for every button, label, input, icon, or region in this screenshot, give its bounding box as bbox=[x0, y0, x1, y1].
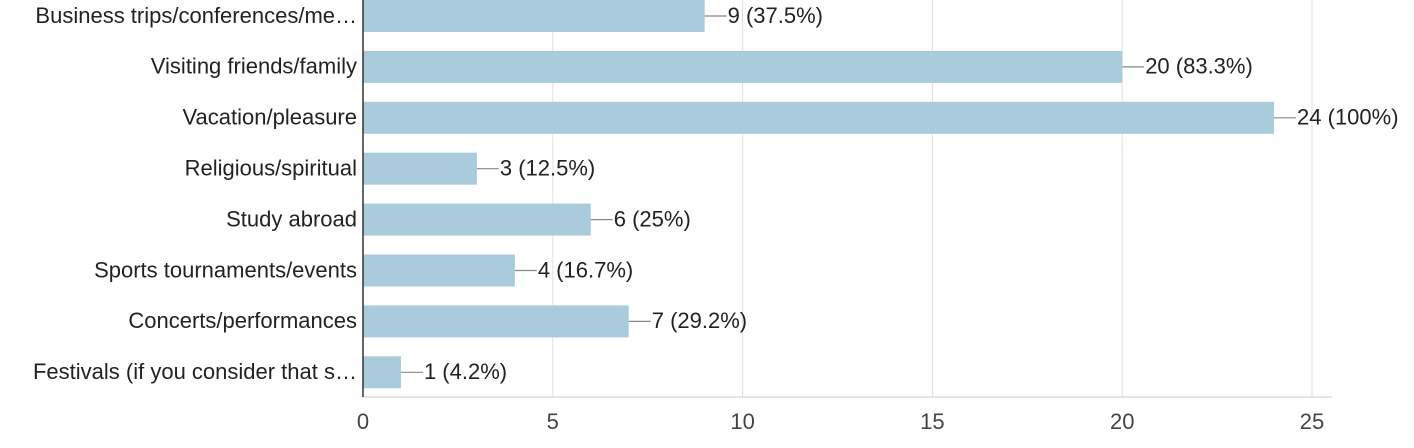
x-tick-label: 20 bbox=[1110, 409, 1134, 434]
y-tick-label: Study abroad bbox=[226, 206, 357, 231]
value-label: 24 (100%) bbox=[1297, 105, 1399, 130]
value-label: 4 (16.7%) bbox=[538, 257, 633, 282]
x-tick-label: 10 bbox=[730, 409, 754, 434]
bar bbox=[363, 0, 705, 32]
y-tick-label: Business trips/conferences/me… bbox=[35, 3, 357, 28]
value-label: 9 (37.5%) bbox=[728, 3, 823, 28]
bar bbox=[363, 203, 591, 236]
value-label: 7 (29.2%) bbox=[652, 308, 747, 333]
x-tick-label: 5 bbox=[547, 409, 559, 434]
y-tick-label: Festivals (if you consider that s… bbox=[33, 359, 357, 384]
bar bbox=[363, 50, 1123, 83]
y-tick-label: Sports tournaments/events bbox=[94, 257, 357, 282]
y-tick-label: Religious/spiritual bbox=[185, 156, 357, 181]
bar bbox=[363, 101, 1275, 134]
value-label: 1 (4.2%) bbox=[424, 359, 507, 384]
y-tick-label: Concerts/performances bbox=[128, 308, 357, 333]
x-tick-label: 25 bbox=[1300, 409, 1324, 434]
value-label: 6 (25%) bbox=[614, 206, 691, 231]
bar bbox=[363, 152, 477, 185]
bar bbox=[363, 305, 629, 338]
x-tick-label: 0 bbox=[357, 409, 369, 434]
bar bbox=[363, 356, 401, 389]
value-label: 3 (12.5%) bbox=[500, 156, 595, 181]
y-tick-label: Vacation/pleasure bbox=[183, 105, 358, 130]
value-label: 20 (83.3%) bbox=[1145, 54, 1253, 79]
y-tick-label: Visiting friends/family bbox=[151, 54, 357, 79]
x-tick-label: 15 bbox=[920, 409, 944, 434]
bar bbox=[363, 254, 515, 287]
